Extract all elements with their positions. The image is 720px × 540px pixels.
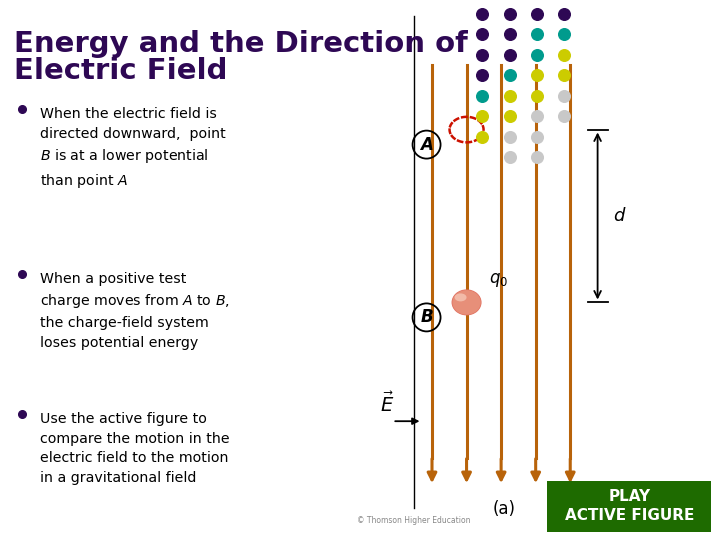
Point <box>559 9 570 18</box>
Text: $q_0$: $q_0$ <box>489 272 508 289</box>
Point <box>504 132 516 141</box>
Point <box>477 50 488 59</box>
Point <box>477 132 488 141</box>
Point <box>531 50 543 59</box>
Text: PLAY
ACTIVE FIGURE: PLAY ACTIVE FIGURE <box>564 489 694 523</box>
Ellipse shape <box>455 293 478 312</box>
Text: Electric Field: Electric Field <box>14 57 228 85</box>
Point <box>477 112 488 120</box>
Text: © Thomson Higher Education: © Thomson Higher Education <box>357 516 471 525</box>
Point <box>531 91 543 100</box>
Point <box>504 91 516 100</box>
Point <box>559 71 570 79</box>
Point <box>504 9 516 18</box>
Point <box>531 71 543 79</box>
Text: When the electric field is
directed downward,  point
$B$ is at a lower potential: When the electric field is directed down… <box>40 107 226 190</box>
Point <box>559 30 570 38</box>
Point <box>504 30 516 38</box>
Point <box>531 112 543 120</box>
Ellipse shape <box>454 292 479 313</box>
Point <box>559 50 570 59</box>
Text: Use the active figure to
compare the motion in the
electric field to the motion
: Use the active figure to compare the mot… <box>40 413 230 485</box>
Text: A: A <box>420 136 433 153</box>
Text: $d$: $d$ <box>613 207 626 225</box>
Text: B: B <box>420 308 433 326</box>
Ellipse shape <box>451 289 482 315</box>
Ellipse shape <box>454 292 480 313</box>
Point <box>559 91 570 100</box>
Point <box>559 112 570 120</box>
Point <box>531 9 543 18</box>
Point <box>477 91 488 100</box>
Point <box>504 112 516 120</box>
Text: When a positive test
charge moves from $A$ to $B$,
the charge-field system
loses: When a positive test charge moves from $… <box>40 272 230 349</box>
Point <box>477 30 488 38</box>
Point <box>531 132 543 141</box>
Point <box>531 30 543 38</box>
Ellipse shape <box>454 293 467 301</box>
Point <box>477 9 488 18</box>
Point <box>504 50 516 59</box>
Ellipse shape <box>452 290 481 315</box>
Ellipse shape <box>453 291 480 314</box>
Point <box>531 153 543 161</box>
Point <box>504 71 516 79</box>
FancyBboxPatch shape <box>547 481 711 532</box>
Text: (a): (a) <box>492 500 516 518</box>
Point <box>477 71 488 79</box>
Text: Energy and the Direction of: Energy and the Direction of <box>14 30 468 58</box>
Text: $\vec{E}$: $\vec{E}$ <box>380 392 395 416</box>
Point <box>504 153 516 161</box>
